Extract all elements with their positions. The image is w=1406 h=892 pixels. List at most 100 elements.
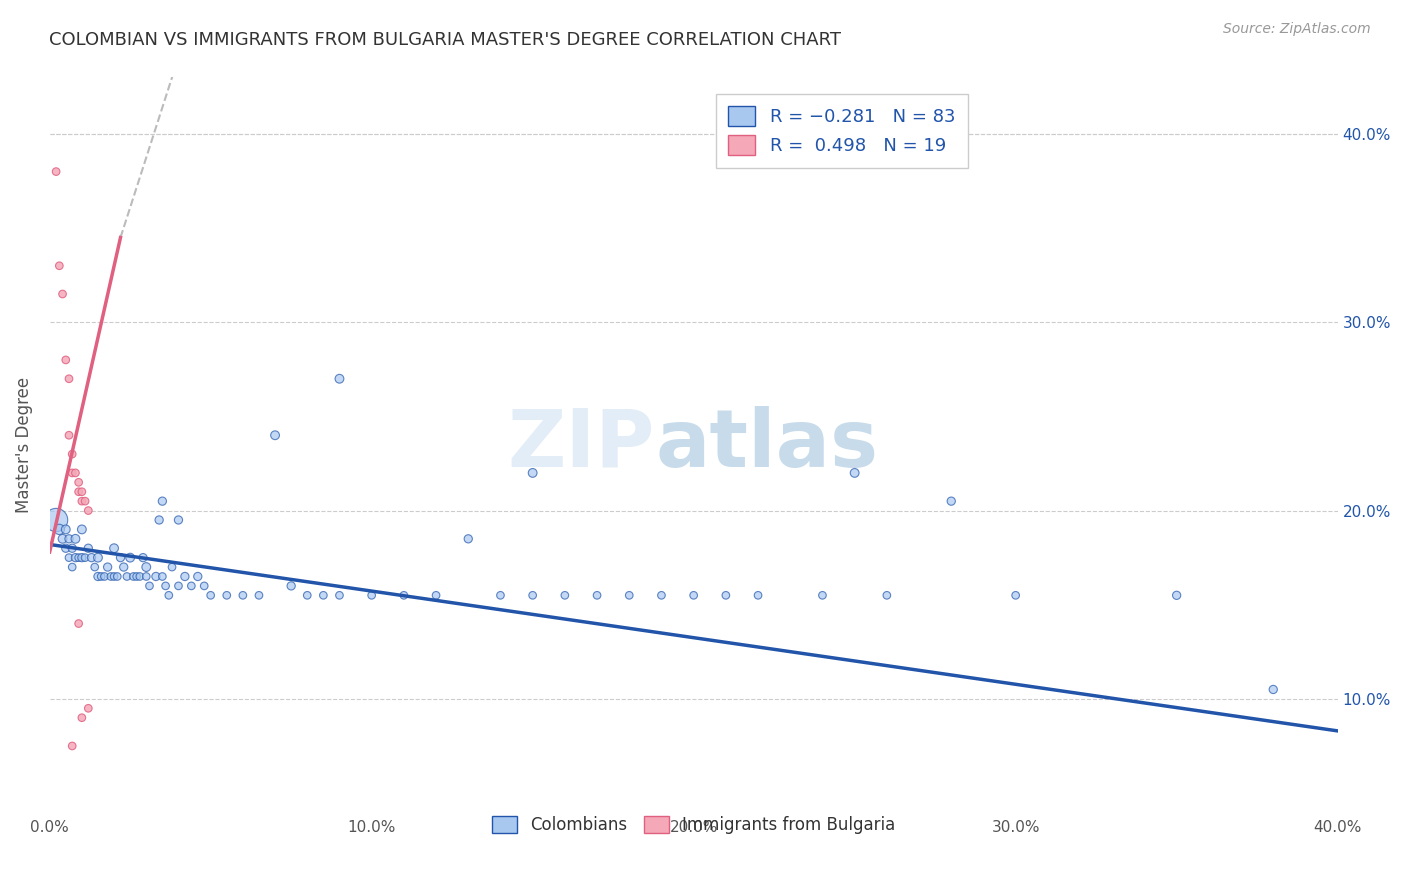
Point (232, 588, 254, 602)
Point (138, 579, 160, 593)
Point (55, 541, 77, 556)
Point (148, 513, 170, 527)
Point (45, 164, 67, 178)
Point (70, 711, 93, 725)
Point (83, 560, 105, 574)
Point (67, 484, 90, 499)
Text: Source: ZipAtlas.com: Source: ZipAtlas.com (1223, 22, 1371, 37)
Point (187, 569, 209, 583)
Point (77, 503, 100, 517)
Point (128, 569, 150, 583)
Point (65, 466, 87, 480)
Point (60, 739, 83, 753)
Point (1166, 588, 1188, 602)
Point (941, 494, 963, 508)
Point (48, 259, 70, 273)
Point (650, 588, 672, 602)
Point (60, 447, 83, 461)
Point (215, 588, 238, 602)
Point (97, 560, 120, 574)
Point (67, 550, 90, 565)
Point (77, 701, 100, 715)
Point (75, 494, 97, 508)
Point (747, 588, 769, 602)
Point (87, 569, 110, 583)
Text: atlas: atlas (655, 406, 879, 483)
Point (100, 569, 122, 583)
Point (105, 569, 128, 583)
Point (60, 466, 83, 480)
Point (75, 550, 97, 565)
Point (58, 428, 80, 442)
Point (58, 532, 80, 546)
Point (80, 550, 103, 565)
Point (110, 550, 132, 565)
Point (132, 550, 155, 565)
Point (312, 588, 335, 602)
Point (70, 484, 93, 499)
Point (167, 579, 190, 593)
Text: COLOMBIAN VS IMMIGRANTS FROM BULGARIA MASTER'S DEGREE CORRELATION CHART: COLOMBIAN VS IMMIGRANTS FROM BULGARIA MA… (49, 31, 841, 49)
Point (425, 588, 447, 602)
Point (554, 588, 576, 602)
Point (264, 428, 287, 442)
Point (586, 588, 609, 602)
Point (714, 588, 737, 602)
Point (51, 287, 73, 301)
Point (1263, 682, 1285, 697)
Y-axis label: Master's Degree: Master's Degree (15, 376, 32, 513)
Point (360, 588, 382, 602)
Point (1004, 588, 1026, 602)
Point (67, 616, 90, 631)
Point (167, 513, 190, 527)
Point (93, 569, 115, 583)
Point (457, 532, 479, 546)
Point (48, 522, 70, 536)
Point (112, 560, 135, 574)
Point (619, 588, 641, 602)
Point (103, 541, 125, 556)
Point (193, 579, 215, 593)
Point (120, 550, 142, 565)
Point (180, 579, 202, 593)
Point (247, 588, 270, 602)
Point (174, 569, 197, 583)
Point (77, 541, 100, 556)
Point (811, 588, 834, 602)
Point (522, 466, 544, 480)
Point (145, 569, 167, 583)
Legend: Colombians, Immigrants from Bulgaria: Colombians, Immigrants from Bulgaria (482, 805, 905, 844)
Point (489, 588, 512, 602)
Point (115, 569, 138, 583)
Point (60, 541, 83, 556)
Point (55, 352, 77, 367)
Point (280, 579, 302, 593)
Point (55, 522, 77, 536)
Point (160, 560, 183, 574)
Point (87, 550, 110, 565)
Point (135, 560, 157, 574)
Point (155, 579, 177, 593)
Point (122, 569, 145, 583)
Point (90, 569, 112, 583)
Point (45, 513, 67, 527)
Point (297, 588, 319, 602)
Text: ZIP: ZIP (508, 406, 655, 483)
Point (328, 588, 350, 602)
Point (157, 588, 180, 602)
Point (70, 522, 93, 536)
Point (70, 550, 93, 565)
Point (328, 372, 350, 386)
Point (844, 466, 866, 480)
Point (51, 532, 73, 546)
Point (70, 494, 93, 508)
Point (58, 372, 80, 386)
Point (103, 569, 125, 583)
Point (58, 550, 80, 565)
Point (682, 588, 704, 602)
Point (65, 532, 87, 546)
Point (125, 569, 148, 583)
Point (65, 550, 87, 565)
Point (150, 569, 173, 583)
Point (876, 588, 898, 602)
